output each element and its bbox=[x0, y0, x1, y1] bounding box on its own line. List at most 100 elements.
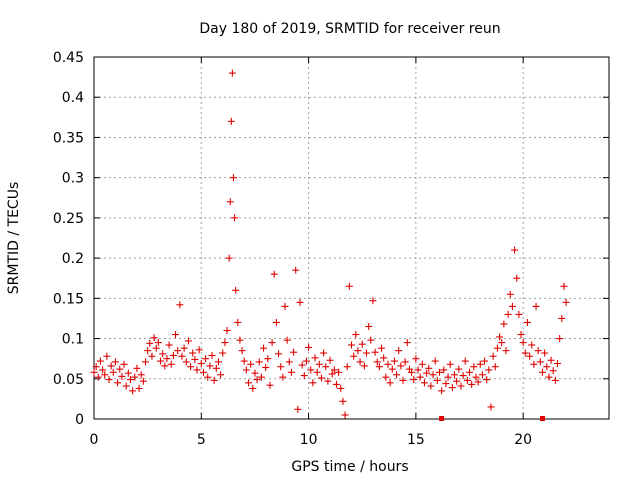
data-point bbox=[438, 387, 446, 395]
data-point bbox=[221, 339, 229, 347]
data-point bbox=[236, 336, 244, 344]
axis-ticks bbox=[93, 56, 609, 420]
data-point bbox=[217, 371, 225, 379]
data-point bbox=[152, 344, 160, 352]
data-point bbox=[292, 266, 300, 274]
data-point bbox=[427, 382, 435, 390]
data-point bbox=[272, 318, 280, 326]
data-point bbox=[275, 350, 283, 358]
data-point bbox=[214, 358, 222, 366]
data-point bbox=[227, 117, 235, 125]
data-point bbox=[560, 282, 568, 290]
data-point bbox=[298, 361, 306, 369]
data-point bbox=[96, 357, 104, 365]
data-point bbox=[311, 354, 319, 362]
data-point bbox=[433, 376, 441, 384]
data-point bbox=[320, 349, 328, 357]
data-point bbox=[287, 368, 295, 376]
data-point bbox=[556, 335, 564, 343]
data-point bbox=[395, 347, 403, 355]
y-axis-label: SRMTID / TECUs bbox=[6, 182, 22, 295]
data-point bbox=[187, 363, 195, 371]
data-point bbox=[500, 320, 508, 328]
x-axis-label: GPS time / hours bbox=[291, 459, 408, 475]
data-point bbox=[350, 352, 358, 360]
y-tick-label: 0.2 bbox=[62, 251, 84, 267]
data-point bbox=[129, 387, 137, 395]
y-tick-label: 0.45 bbox=[53, 50, 84, 66]
data-point bbox=[172, 331, 180, 339]
data-point bbox=[330, 366, 338, 374]
data-point bbox=[229, 174, 237, 182]
data-point bbox=[126, 376, 134, 384]
data-point bbox=[358, 340, 366, 348]
zero-markers bbox=[439, 416, 545, 421]
data-point bbox=[551, 376, 559, 384]
y-tick-label: 0.1 bbox=[62, 332, 84, 348]
data-point bbox=[260, 344, 268, 352]
data-point bbox=[176, 301, 184, 309]
y-tick-label: 0.3 bbox=[62, 171, 84, 187]
data-point bbox=[238, 347, 246, 355]
data-point bbox=[255, 358, 263, 366]
data-point bbox=[107, 362, 115, 370]
y-tick-label: 0.15 bbox=[53, 291, 84, 307]
data-point bbox=[335, 368, 343, 376]
data-point bbox=[511, 246, 519, 254]
data-point bbox=[440, 366, 448, 374]
data-point bbox=[549, 367, 557, 375]
data-point bbox=[174, 347, 182, 355]
data-point bbox=[101, 371, 109, 379]
x-tick-label: 5 bbox=[197, 432, 206, 448]
data-point bbox=[425, 364, 433, 372]
zero-marker bbox=[539, 416, 545, 421]
data-point bbox=[294, 405, 302, 413]
data-point bbox=[508, 302, 516, 310]
data-point bbox=[268, 339, 276, 347]
data-point bbox=[223, 327, 231, 335]
data-point bbox=[315, 360, 323, 368]
data-point bbox=[94, 373, 102, 381]
data-point bbox=[313, 368, 321, 376]
data-point bbox=[543, 363, 551, 371]
data-point bbox=[154, 339, 162, 347]
data-point bbox=[296, 298, 304, 306]
data-point bbox=[483, 376, 491, 384]
data-point bbox=[554, 359, 561, 367]
data-point bbox=[446, 360, 454, 368]
data-point bbox=[517, 331, 525, 339]
y-tick-label: 0.4 bbox=[62, 90, 84, 106]
data-point bbox=[116, 365, 124, 373]
y-tick-label: 0 bbox=[75, 412, 84, 428]
data-point bbox=[363, 349, 371, 357]
data-point bbox=[120, 360, 128, 368]
data-point bbox=[545, 373, 553, 381]
data-point bbox=[199, 368, 207, 376]
data-point bbox=[478, 371, 486, 379]
data-point bbox=[365, 322, 373, 330]
data-point bbox=[281, 302, 289, 310]
data-point bbox=[105, 376, 113, 384]
x-tick-label: 0 bbox=[90, 432, 99, 448]
data-point bbox=[283, 336, 291, 344]
data-point bbox=[226, 198, 234, 206]
data-point bbox=[228, 69, 236, 77]
data-point bbox=[513, 274, 521, 282]
data-point bbox=[558, 314, 566, 322]
data-point bbox=[491, 363, 499, 371]
data-point bbox=[146, 339, 154, 347]
data-point bbox=[444, 373, 452, 381]
data-point bbox=[448, 384, 456, 392]
data-point bbox=[124, 369, 132, 377]
data-point bbox=[195, 346, 203, 354]
data-point bbox=[328, 370, 336, 378]
data-point bbox=[493, 344, 501, 352]
chart-title: Day 180 of 2019, SRMTID for receiver reu… bbox=[199, 21, 500, 37]
data-point bbox=[122, 382, 130, 390]
data-point bbox=[204, 373, 212, 381]
data-point bbox=[262, 364, 270, 372]
data-point bbox=[418, 360, 426, 368]
data-point bbox=[182, 358, 190, 366]
data-point bbox=[90, 368, 98, 376]
data-point bbox=[307, 366, 315, 374]
